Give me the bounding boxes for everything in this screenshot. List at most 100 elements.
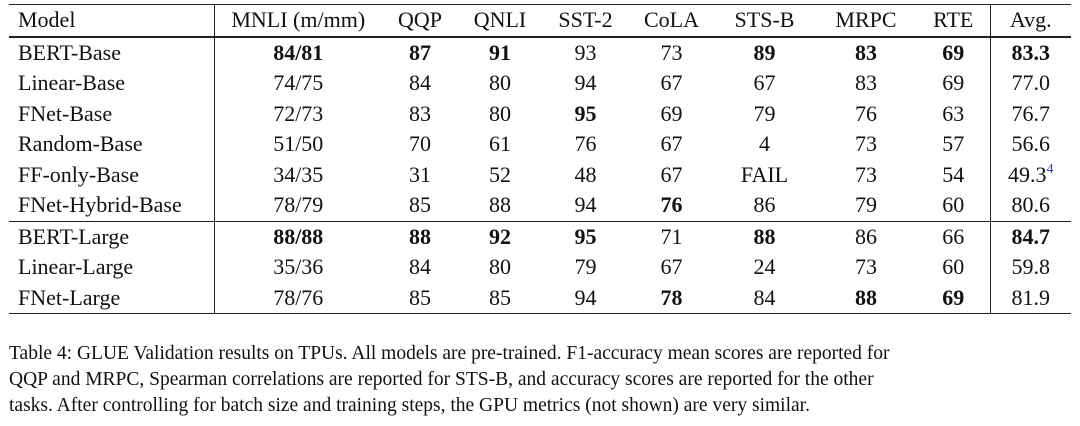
score-cell: 91: [458, 35, 542, 68]
model-name-cell: Random-Base: [18, 131, 143, 157]
table-row: FNet-Large 78/76 85 85 94 78 84 88 69 81.9: [9, 282, 1071, 314]
score-cell: 88: [382, 220, 458, 252]
score-cell: 31: [409, 161, 431, 187]
score-cell: 24: [753, 254, 776, 280]
footnote-marker[interactable]: 4: [1046, 161, 1054, 177]
table-row: FNet-Hybrid-Base 78/79 85 88 94 76 86 79 60 80.6: [9, 190, 1071, 221]
score-cell: FAIL: [740, 161, 789, 187]
score-cell: 67: [753, 70, 776, 96]
score-cell: 79: [574, 254, 597, 280]
score-cell: 73: [855, 131, 877, 157]
score-cell: 88: [855, 284, 877, 310]
table-row: BERT-Base 84/81 87 91 93 73 89 83 69 83.3: [9, 35, 1071, 68]
score-cell: 84: [753, 284, 776, 310]
score-cell: 85: [489, 284, 511, 310]
score-cell: 60: [942, 192, 965, 218]
score-cell: 87: [382, 35, 458, 68]
score-cell: 60: [942, 254, 965, 280]
score-cell: 72/73: [213, 98, 382, 129]
score-cell: 83: [855, 70, 877, 96]
score-cell: 93: [542, 35, 629, 68]
score-cell: 78/79: [213, 190, 382, 221]
score-cell: 48: [574, 161, 597, 187]
caption-line: Table 4: GLUE Validation results on TPUs…: [9, 343, 890, 364]
score-cell: 88: [714, 220, 815, 252]
table-row: Linear-Base 74/75 84 80 94 67 67 83 69 77.0: [9, 68, 1071, 99]
table-header-row: Model MNLI (m/mm) QQP QNLI SST-2 CoLA ST…: [9, 4, 1071, 37]
score-cell: 67: [660, 161, 683, 187]
score-cell: 76.7: [989, 98, 1071, 129]
score-cell: 85: [409, 284, 431, 310]
header-rte: RTE: [917, 4, 990, 37]
score-cell: 76: [660, 192, 683, 218]
score-cell: 61: [489, 131, 511, 157]
score-cell: 80: [489, 70, 511, 96]
score-cell: 51/50: [213, 129, 382, 160]
score-cell: 49.34: [989, 159, 1071, 190]
score-cell: 80: [489, 254, 511, 280]
score-cell: 83.3: [989, 35, 1071, 68]
table-caption: Table 4: GLUE Validation results on TPUs…: [9, 341, 1071, 419]
score-cell: 69: [660, 100, 683, 126]
score-cell: 89: [714, 35, 815, 68]
score-cell: 52: [489, 161, 511, 187]
score-cell: 66: [917, 220, 990, 252]
score-cell: 84.7: [989, 220, 1071, 252]
header-model: Model: [9, 4, 214, 37]
model-name-cell: BERT-Base: [9, 35, 214, 68]
score-cell: 67: [660, 70, 683, 96]
score-cell: 76: [574, 131, 597, 157]
caption-line: tasks. After controlling for batch size …: [9, 395, 810, 416]
score-cell: 69: [917, 35, 990, 68]
score-cell: 73: [855, 254, 877, 280]
model-name-cell: FF-only-Base: [18, 161, 139, 187]
score-cell: 69: [942, 70, 965, 96]
table-row: Random-Base 51/50 70 61 76 67 4 73 57 56.6: [9, 129, 1071, 160]
score-cell: 81.9: [989, 282, 1071, 314]
score-cell: 67: [660, 254, 683, 280]
model-name-cell: BERT-Large: [9, 220, 214, 252]
score-cell: 92: [458, 220, 542, 252]
score-cell: 56.6: [989, 129, 1071, 160]
results-table-container: Model MNLI (m/mm) QQP QNLI SST-2 CoLA ST…: [9, 4, 1071, 314]
header-qqp: QQP: [382, 4, 458, 37]
score-cell: 67: [660, 131, 683, 157]
score-cell: 84: [409, 254, 431, 280]
score-cell: 78/76: [213, 282, 382, 314]
header-mrpc: MRPC: [815, 4, 917, 37]
score-cell: 69: [942, 284, 965, 310]
score-cell: 76: [855, 100, 877, 126]
score-cell: 84/81: [213, 35, 382, 68]
score-cell: 74/75: [213, 68, 382, 99]
score-cell: 73: [629, 35, 714, 68]
header-sst2: SST-2: [542, 4, 629, 37]
score-cell: 59.8: [989, 252, 1071, 283]
score-cell: 88: [489, 192, 511, 218]
score-cell: 34/35: [213, 159, 382, 190]
score-cell: 79: [753, 100, 776, 126]
caption-line: QQP and MRPC, Spearman correlations are …: [9, 369, 874, 390]
model-name-cell: Linear-Large: [18, 254, 134, 280]
score-cell: 86: [815, 220, 917, 252]
score-cell: 84: [409, 70, 431, 96]
model-name-cell: FNet-Base: [18, 100, 113, 126]
table-row: Linear-Large 35/36 84 80 79 67 24 73 60 59.8: [9, 252, 1071, 283]
score-cell: 80.6: [989, 190, 1071, 221]
model-name-cell: Linear-Base: [18, 70, 126, 96]
score-cell: 80: [489, 100, 511, 126]
glue-results-table: Model MNLI (m/mm) QQP QNLI SST-2 CoLA ST…: [9, 4, 1071, 314]
score-cell: 95: [542, 220, 629, 252]
score-cell: 83: [815, 35, 917, 68]
score-cell: 71: [629, 220, 714, 252]
score-cell: 4: [759, 131, 770, 157]
model-name-cell: FNet-Large: [18, 284, 121, 310]
score-cell: 70: [409, 131, 431, 157]
score-cell: 94: [574, 70, 597, 96]
table-body: BERT-Base 84/81 87 91 93 73 89 83 69 83.3 Linear-B…: [9, 35, 1071, 314]
score-cell: 86: [753, 192, 776, 218]
header-qnli: QNLI: [458, 4, 542, 37]
score-cell: 63: [942, 100, 965, 126]
score-cell: 73: [855, 161, 877, 187]
score-cell: 77.0: [989, 68, 1071, 99]
model-name-cell: FNet-Hybrid-Base: [18, 192, 182, 218]
